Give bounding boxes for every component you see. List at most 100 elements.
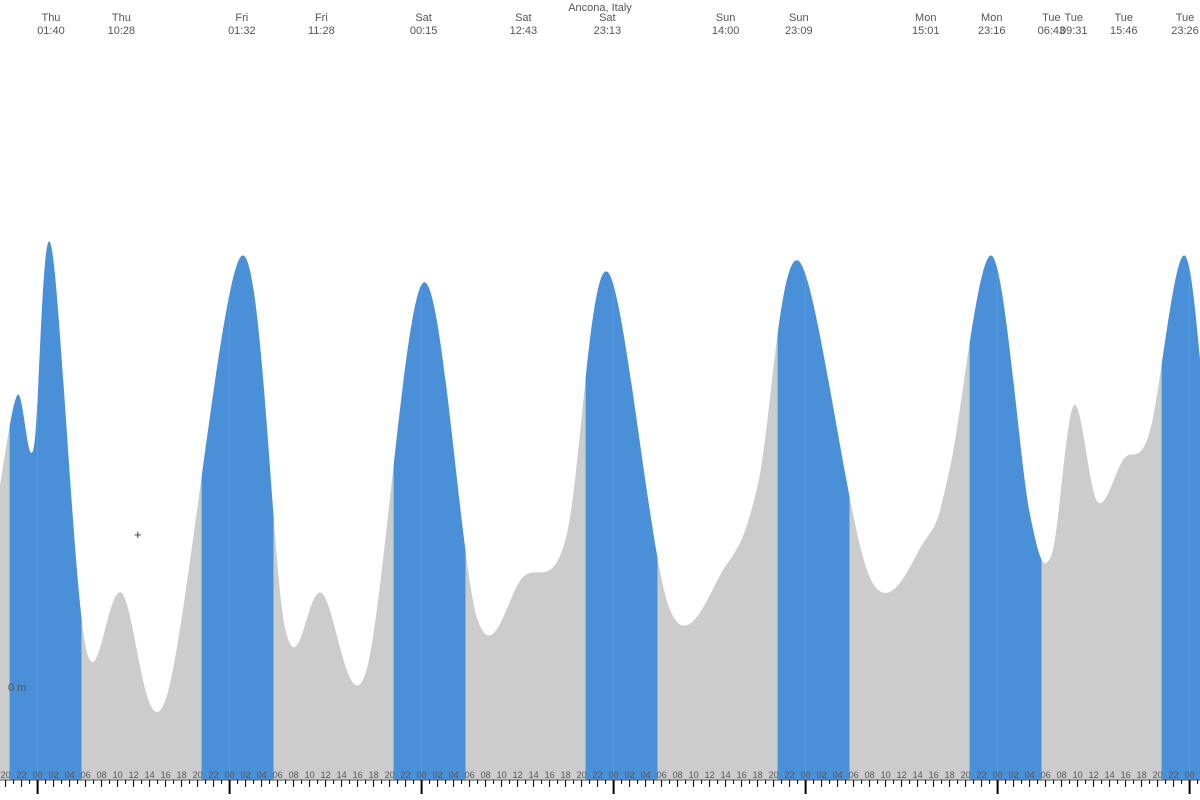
svg-text:02: 02: [49, 770, 59, 780]
extreme-label: Sat00:15: [410, 12, 438, 37]
zero-meter-label: 0 m: [8, 682, 26, 694]
extreme-day: Mon: [915, 12, 936, 24]
svg-text:18: 18: [753, 770, 763, 780]
svg-text:12: 12: [321, 770, 331, 780]
svg-text:16: 16: [353, 770, 363, 780]
extreme-label: Sun23:09: [785, 12, 813, 37]
svg-text:02: 02: [241, 770, 251, 780]
extreme-time: 01:32: [228, 25, 256, 37]
extreme-day: Sat: [515, 12, 532, 24]
svg-text:20: 20: [961, 770, 971, 780]
extreme-time: 23:13: [594, 25, 622, 37]
svg-text:04: 04: [257, 770, 267, 780]
chart-svg: 20 22 00 02 04 06 08 10 12 14 16 18 20 22 00 02 04 06 08 10…: [0, 0, 1200, 800]
svg-text:04: 04: [641, 770, 651, 780]
extreme-time: 15:46: [1110, 25, 1138, 37]
svg-text:12: 12: [897, 770, 907, 780]
svg-text:10: 10: [113, 770, 123, 780]
svg-text:00: 00: [609, 770, 619, 780]
svg-text:10: 10: [689, 770, 699, 780]
extreme-label: Sat23:13: [594, 12, 622, 37]
svg-text:10: 10: [1073, 770, 1083, 780]
extreme-label: Tue15:46: [1110, 12, 1138, 37]
svg-text:08: 08: [1057, 770, 1067, 780]
svg-text:00: 00: [1185, 770, 1195, 780]
svg-text:08: 08: [865, 770, 875, 780]
svg-text:00: 00: [417, 770, 427, 780]
svg-text:18: 18: [369, 770, 379, 780]
extreme-time: 14:00: [712, 25, 740, 37]
extreme-time: 11:28: [308, 25, 335, 37]
extreme-label: Tue23:26: [1171, 12, 1199, 37]
svg-text:14: 14: [913, 770, 923, 780]
svg-text:04: 04: [449, 770, 459, 780]
svg-text:02: 02: [817, 770, 827, 780]
svg-text:04: 04: [65, 770, 75, 780]
svg-text:14: 14: [529, 770, 539, 780]
svg-text:20: 20: [769, 770, 779, 780]
svg-text:10: 10: [497, 770, 507, 780]
svg-text:20: 20: [385, 770, 395, 780]
svg-text:12: 12: [513, 770, 523, 780]
svg-text:12: 12: [129, 770, 139, 780]
extreme-label: Fri01:32: [228, 12, 256, 37]
tide-chart: Ancona, Italy Thu01:40Thu10:28Fri01:32Fr…: [0, 0, 1200, 800]
extreme-time: 23:09: [785, 25, 813, 37]
extreme-time: 12:43: [510, 25, 538, 37]
extreme-day: Tue: [1114, 12, 1133, 24]
svg-text:22: 22: [401, 770, 411, 780]
extreme-day: Tue: [1042, 12, 1061, 24]
svg-text:10: 10: [305, 770, 315, 780]
svg-text:06: 06: [81, 770, 91, 780]
extreme-day: Sun: [789, 12, 809, 24]
extreme-time: 01:40: [37, 25, 65, 37]
extreme-day: Sun: [716, 12, 736, 24]
extreme-time: 23:16: [978, 25, 1006, 37]
extreme-time: 09:31: [1060, 25, 1088, 37]
svg-text:16: 16: [929, 770, 939, 780]
svg-text:06: 06: [849, 770, 859, 780]
svg-text:22: 22: [209, 770, 219, 780]
svg-text:02: 02: [433, 770, 443, 780]
extreme-day: Tue: [1064, 12, 1083, 24]
svg-text:18: 18: [1137, 770, 1147, 780]
extreme-label: Mon15:01: [912, 12, 940, 37]
svg-text:00: 00: [33, 770, 43, 780]
cursor-mark: +: [134, 527, 142, 542]
svg-text:02: 02: [625, 770, 635, 780]
svg-text:22: 22: [17, 770, 27, 780]
extreme-time: 10:28: [108, 25, 136, 37]
svg-text:20: 20: [577, 770, 587, 780]
extreme-day: Fri: [315, 12, 328, 24]
svg-text:12: 12: [1089, 770, 1099, 780]
extreme-label: Sat12:43: [510, 12, 538, 37]
svg-text:04: 04: [833, 770, 843, 780]
extreme-time: 23:26: [1171, 25, 1199, 37]
extreme-label: Tue09:31: [1060, 12, 1088, 37]
extreme-label: Mon23:16: [978, 12, 1006, 37]
svg-text:10: 10: [881, 770, 891, 780]
svg-text:08: 08: [97, 770, 107, 780]
extreme-label: Sun14:00: [712, 12, 740, 37]
svg-text:14: 14: [145, 770, 155, 780]
svg-text:14: 14: [337, 770, 347, 780]
extreme-label: Fri11:28: [308, 12, 335, 37]
svg-text:14: 14: [721, 770, 731, 780]
extreme-day: Tue: [1176, 12, 1195, 24]
svg-text:18: 18: [177, 770, 187, 780]
extreme-day: Sat: [599, 12, 616, 24]
svg-text:00: 00: [801, 770, 811, 780]
svg-text:12: 12: [705, 770, 715, 780]
svg-text:08: 08: [673, 770, 683, 780]
svg-text:22: 22: [1169, 770, 1179, 780]
extreme-day: Thu: [41, 12, 60, 24]
svg-text:06: 06: [273, 770, 283, 780]
extreme-time: 15:01: [912, 25, 940, 37]
svg-text:06: 06: [465, 770, 475, 780]
extreme-label: Thu01:40: [37, 12, 65, 37]
svg-text:16: 16: [161, 770, 171, 780]
svg-text:00: 00: [225, 770, 235, 780]
svg-text:16: 16: [737, 770, 747, 780]
svg-text:08: 08: [481, 770, 491, 780]
svg-text:22: 22: [593, 770, 603, 780]
